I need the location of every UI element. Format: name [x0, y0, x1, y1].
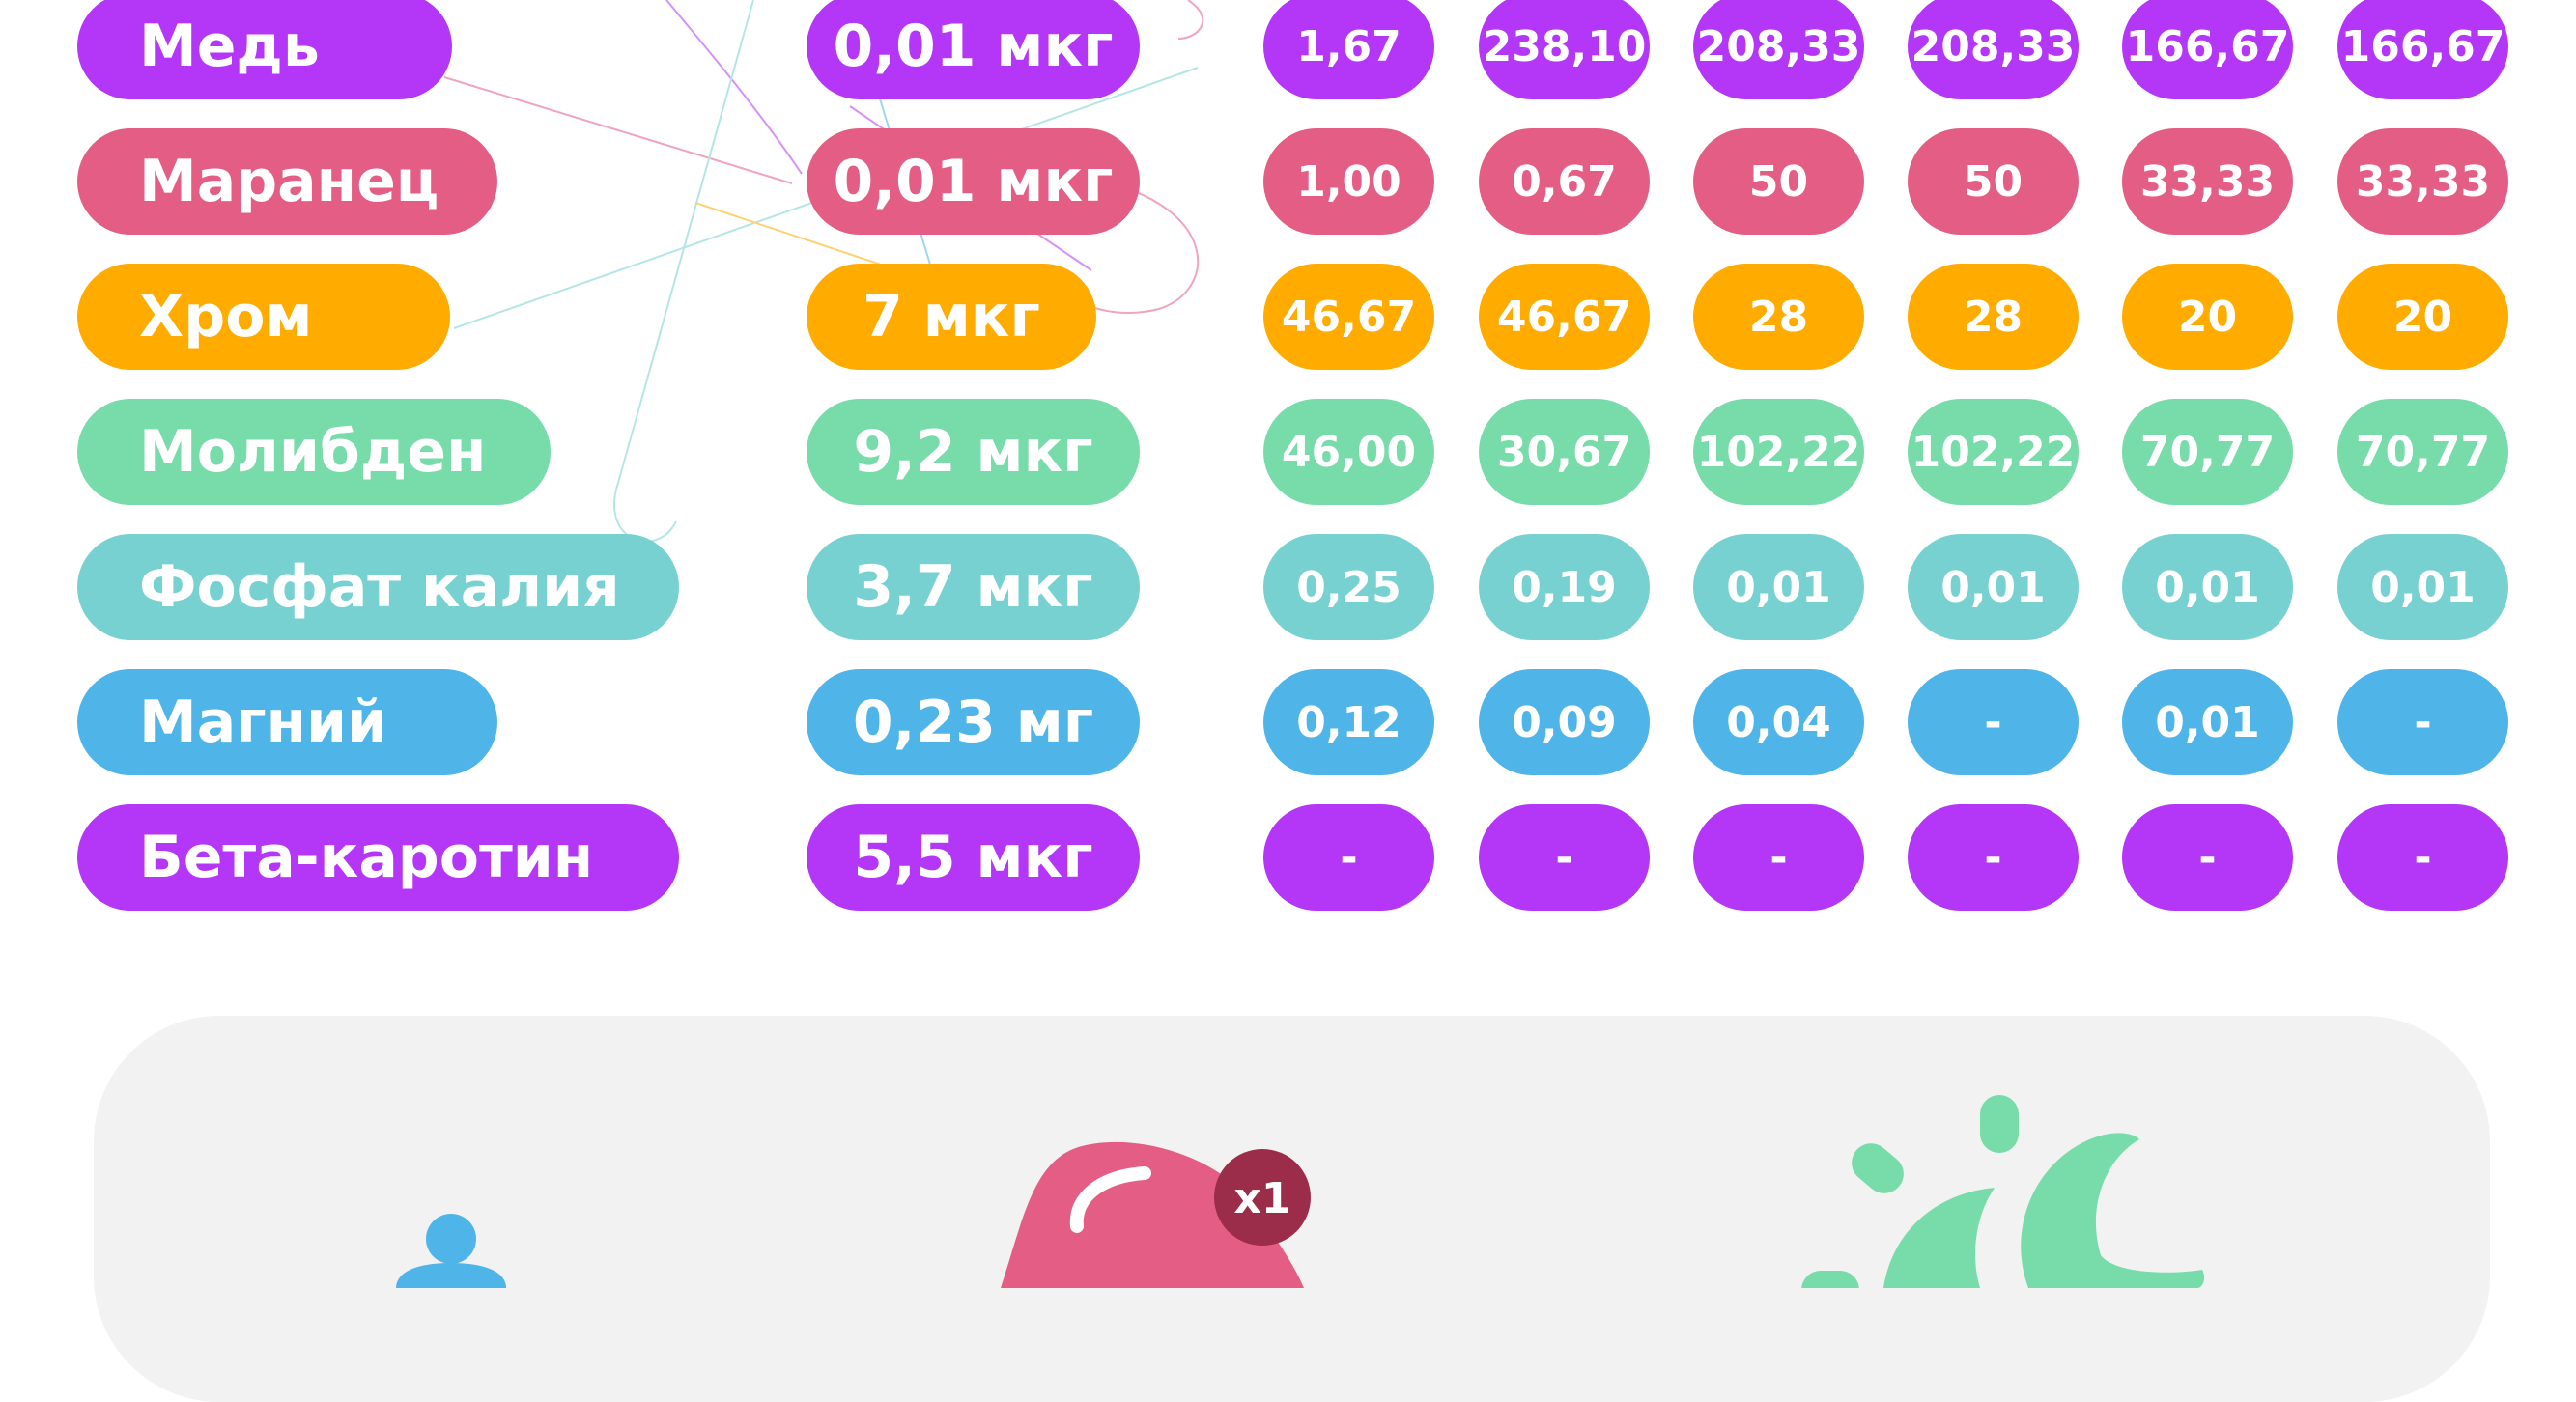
nutrient-value-cell: 0,12 [1263, 669, 1434, 775]
nutrient-value-cell: 28 [1693, 264, 1864, 370]
nutrient-amount: 9,2 мкг [807, 399, 1140, 505]
nutrient-value-cell: 46,67 [1263, 264, 1434, 370]
nutrient-value-cell: 70,77 [2337, 399, 2508, 505]
nutrient-value-cell: 50 [1693, 128, 1864, 235]
nutrient-value-cell: 46,00 [1263, 399, 1434, 505]
nutrient-amount: 5,5 мкг [807, 804, 1140, 911]
nutrient-value-cell: 33,33 [2122, 128, 2293, 235]
nutrient-name: Бета-каротин [77, 804, 679, 911]
illustrations: x1 [396, 1095, 2205, 1288]
nutrient-value-cell: 0,01 [1693, 534, 1864, 640]
nutrient-value-cell: - [1908, 804, 2079, 911]
nutrient-amount: 0,01 мкг [807, 128, 1140, 235]
nutrient-value-cell: 0,01 [2337, 534, 2508, 640]
nutrient-value-cell: 0,04 [1693, 669, 1864, 775]
person-icon [396, 1214, 506, 1288]
nutrient-name: Магний [77, 669, 497, 775]
nutrient-value-cell: - [2337, 669, 2508, 775]
nutrient-value-cell: 20 [2122, 264, 2293, 370]
nutrient-value-cell: - [2337, 804, 2508, 911]
nutrient-value-cell: 238,10 [1479, 0, 1650, 99]
nutrient-value-cell: 30,67 [1479, 399, 1650, 505]
nutrient-value-cell: 0,01 [1908, 534, 2079, 640]
nutrient-name: Фосфат калия [77, 534, 679, 640]
nutrient-amount: 0,01 мкг [807, 0, 1140, 99]
nutrient-value-cell: 102,22 [1908, 399, 2079, 505]
nutrient-value-cell: 28 [1908, 264, 2079, 370]
nutrient-name: Маранец [77, 128, 497, 235]
nutrient-name: Молибден [77, 399, 551, 505]
nutrient-value-cell: 0,67 [1479, 128, 1650, 235]
nutrient-name: Хром [77, 264, 450, 370]
nutrient-value-cell: 50 [1908, 128, 2079, 235]
nutrient-value-cell: - [1479, 804, 1650, 911]
nutrient-value-cell: - [1908, 669, 2079, 775]
nutrient-value-cell: 1,67 [1263, 0, 1434, 99]
nutrient-value-cell: 0,09 [1479, 669, 1650, 775]
nutrient-value-cell: 166,67 [2122, 0, 2293, 99]
nutrient-amount: 0,23 мг [807, 669, 1140, 775]
nutrient-value-cell: - [2122, 804, 2293, 911]
sun-moon-icon [1801, 1095, 2205, 1288]
nutrient-value-cell: 0,19 [1479, 534, 1650, 640]
nutrient-value-cell: 208,33 [1693, 0, 1864, 99]
nutrient-value-cell: 20 [2337, 264, 2508, 370]
multiplier-badge: x1 [1234, 1174, 1291, 1223]
nutrient-amount: 3,7 мкг [807, 534, 1140, 640]
nutrient-value-cell: 208,33 [1908, 0, 2079, 99]
nutrient-table: Медь 0,01 мкг 1,67 238,10 208,33 208,33 166,67… [77, 0, 2508, 911]
nutrient-amount: 7 мкг [807, 264, 1096, 370]
nutrient-value-cell: 33,33 [2337, 128, 2508, 235]
nutrient-value-cell: 166,67 [2337, 0, 2508, 99]
nutrient-value-cell: 0,01 [2122, 534, 2293, 640]
nutrient-value-cell: - [1263, 804, 1434, 911]
nutrient-name: Медь [77, 0, 452, 99]
nutrient-value-cell: 0,01 [2122, 669, 2293, 775]
bottle-icon: x1 [1001, 1141, 1311, 1288]
nutrient-value-cell: 102,22 [1693, 399, 1864, 505]
nutrient-value-cell: 0,25 [1263, 534, 1434, 640]
nutrient-value-cell: 1,00 [1263, 128, 1434, 235]
nutrient-value-cell: 46,67 [1479, 264, 1650, 370]
nutrient-value-cell: - [1693, 804, 1864, 911]
nutrient-value-cell: 70,77 [2122, 399, 2293, 505]
